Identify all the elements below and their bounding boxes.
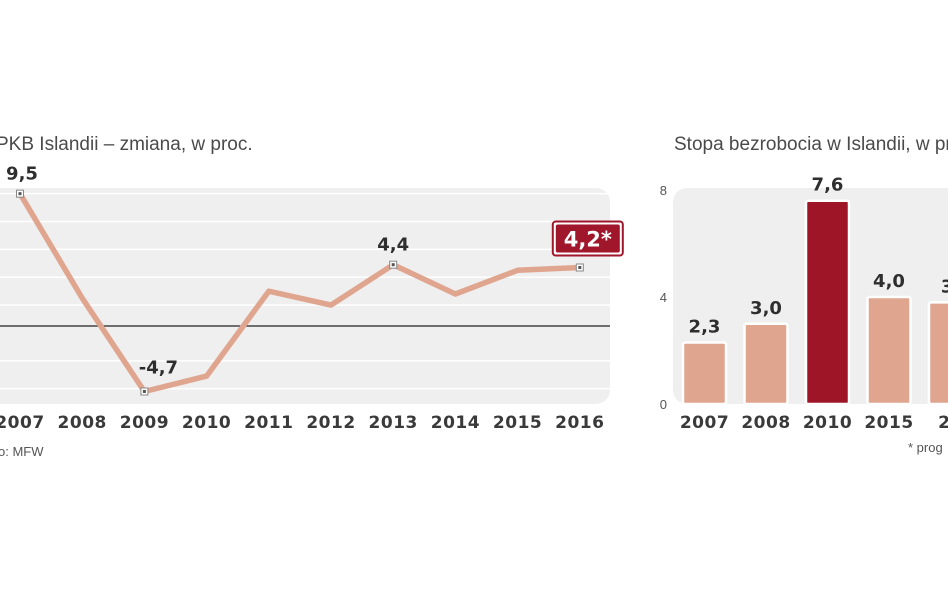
unemployment-bar xyxy=(927,301,948,406)
unemployment-y-tick-label: 4 xyxy=(660,290,667,305)
gdp-x-tick-label: 2007 xyxy=(0,413,45,433)
unemployment-x-tick-label: 2010 xyxy=(803,413,852,433)
unemployment-x-tick-label: 2007 xyxy=(680,413,729,433)
unemployment-y-tick-label: 8 xyxy=(660,183,667,198)
gdp-x-tick-label: 2009 xyxy=(120,413,169,433)
unemployment-x-tick-label: 2008 xyxy=(741,413,790,433)
unemployment-x-tick-label: 20 xyxy=(938,413,948,433)
gdp-x-tick-label: 2014 xyxy=(431,413,480,433)
gdp-plot-background xyxy=(0,188,610,404)
gdp-x-tick-label: 2016 xyxy=(555,413,604,433)
gdp-point-center xyxy=(578,265,582,269)
gdp-data-label: 9,5 xyxy=(6,164,38,185)
unemployment-bar xyxy=(743,322,789,406)
gdp-point-center xyxy=(142,389,146,393)
unemployment-bar-label: 4,0 xyxy=(873,271,905,292)
gdp-data-label: -4,7 xyxy=(139,357,178,378)
unemployment-bar-label: 3,0 xyxy=(750,298,782,319)
unemployment-x-tick-label: 2015 xyxy=(864,413,913,433)
gdp-data-label-highlight: 4,2* xyxy=(564,227,612,251)
gdp-series-line xyxy=(17,190,583,395)
unemployment-bar xyxy=(866,295,912,406)
gdp-x-tick-label: 2010 xyxy=(182,413,231,433)
gdp-x-tick-label: 2012 xyxy=(306,413,355,433)
gdp-x-tick-label: 2013 xyxy=(369,413,418,433)
unemployment-y-tick-label: 0 xyxy=(660,397,667,412)
unemployment-bar-label: 3, xyxy=(941,276,948,297)
gdp-data-label: 4,4 xyxy=(377,235,409,256)
gdp-point-center xyxy=(18,192,22,196)
unemployment-footnote: * prog xyxy=(908,440,943,455)
gdp-x-tick-label: 2008 xyxy=(58,413,107,433)
unemployment-bar-label: 2,3 xyxy=(689,316,721,337)
gdp-x-tick-label: 2011 xyxy=(244,413,293,433)
gdp-highlight-box xyxy=(555,224,620,253)
unemployment-bar-label: 7,6 xyxy=(812,175,844,196)
unemployment-bar xyxy=(681,341,728,406)
unemployment-chart-title: Stopa bezrobocia w Islandii, w pr xyxy=(674,134,948,155)
gdp-x-tick-label: 2015 xyxy=(493,413,542,433)
unemployment-bar xyxy=(804,199,851,406)
gdp-point-center xyxy=(391,263,395,267)
gdp-chart-title: PKB Islandii – zmiana, w proc. xyxy=(0,134,253,155)
gdp-source-note: o: MFW xyxy=(0,444,44,459)
